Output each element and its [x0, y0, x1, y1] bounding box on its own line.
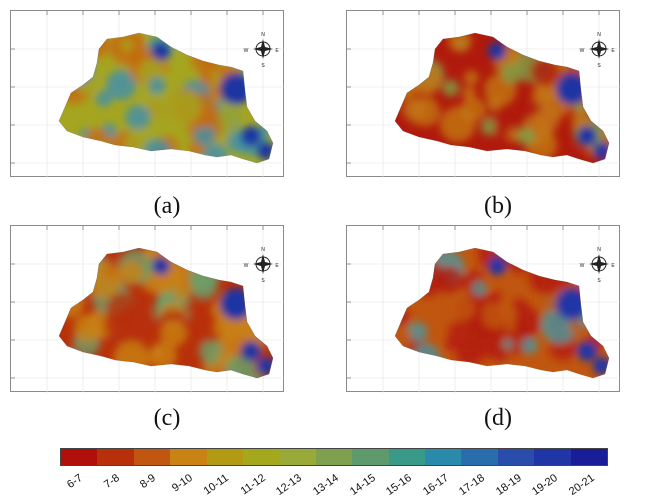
compass-w: W — [244, 263, 249, 269]
compass-n: N — [597, 32, 601, 38]
color-legend — [60, 448, 608, 466]
legend-swatch-13-14 — [315, 449, 353, 465]
legend-swatch-14-15 — [352, 449, 389, 465]
compass-s: S — [597, 278, 601, 284]
map-c: N S E W — [11, 226, 285, 393]
legend-swatch-6-7 — [61, 449, 98, 465]
legend-swatch-11-12 — [243, 449, 280, 465]
compass-n: N — [261, 247, 265, 253]
caption-a: (a) — [153, 193, 181, 219]
compass-rose-icon: N S E W — [244, 32, 280, 69]
legend-swatch-12-13 — [279, 449, 316, 465]
compass-s: S — [261, 63, 265, 69]
compass-s: S — [261, 278, 265, 284]
legend-swatch-9-10 — [170, 449, 207, 465]
compass-w: W — [580, 263, 585, 269]
legend-swatch-15-16 — [388, 449, 426, 465]
caption-d: (d) — [484, 405, 512, 431]
caption-b: (b) — [484, 193, 512, 219]
compass-w: W — [580, 48, 585, 54]
map-panel-a: N S E W — [10, 10, 285, 178]
compass-e: E — [611, 48, 615, 54]
map-b: N S E W — [347, 11, 621, 178]
map-d: N S E W — [347, 226, 621, 393]
compass-e: E — [275, 48, 279, 54]
legend-swatch-16-17 — [425, 449, 462, 465]
compass-s: S — [597, 63, 601, 69]
legend-swatch-20-21 — [570, 449, 608, 465]
compass-rose-icon: N S E W — [244, 247, 280, 284]
compass-n: N — [597, 247, 601, 253]
map-panel-d: N S E W — [346, 225, 621, 393]
legend-swatch-10-11 — [206, 449, 244, 465]
compass-rose-icon: N S E W — [580, 32, 616, 69]
compass-n: N — [261, 32, 265, 38]
compass-w: W — [244, 48, 249, 54]
legend-swatch-17-18 — [461, 449, 498, 465]
compass-rose-icon: N S E W — [580, 247, 616, 284]
legend-swatch-19-20 — [534, 449, 571, 465]
legend-swatch-8-9 — [133, 449, 171, 465]
legend-swatch-7-8 — [97, 449, 134, 465]
map-a: N S E W — [11, 11, 285, 178]
caption-c: (c) — [153, 405, 181, 431]
legend-labels: 6-7 7-8 8-9 9-10 10-11 11-12 12-13 13-14 14-15 15… — [60, 468, 608, 498]
compass-e: E — [611, 263, 615, 269]
map-panel-b: N S E W — [346, 10, 621, 178]
map-panel-c: N S E W — [10, 225, 285, 393]
legend-swatch-18-19 — [497, 449, 535, 465]
compass-e: E — [275, 263, 279, 269]
